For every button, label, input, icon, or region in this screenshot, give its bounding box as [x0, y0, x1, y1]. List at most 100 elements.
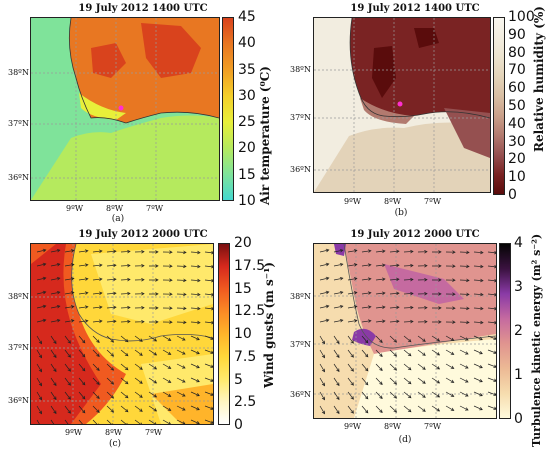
panel-b-colorbar [493, 17, 505, 195]
wind-arrow [389, 263, 400, 268]
panel-b-dry-zone [372, 46, 396, 98]
wind-arrow [347, 319, 358, 323]
wind-arrow [204, 363, 213, 368]
wind-arrow [431, 264, 442, 268]
wind-arrow [319, 276, 330, 281]
wind-arrow [319, 363, 325, 373]
panel-a-lon-9: 9ºW [66, 204, 84, 213]
panel-d-title: 19 July 2012 2000 UTC [350, 229, 480, 240]
panel-d-land [344, 244, 496, 354]
wind-arrow [431, 349, 441, 356]
wind-arrow [361, 377, 369, 386]
wind-arrow [459, 264, 470, 269]
wind-arrow [403, 377, 412, 385]
wind-arrow [431, 278, 442, 282]
wind-arrow [361, 319, 372, 323]
wind-arrow [92, 305, 103, 309]
wind-arrow [375, 249, 386, 253]
colorbar-tick: 5 [234, 371, 243, 388]
colorbar-tick: 4 [514, 235, 523, 251]
wind-arrow [375, 391, 383, 400]
wind-arrow [64, 377, 71, 386]
wind-arrow [120, 263, 131, 268]
panel-a-lat-37: 37ºN [8, 119, 29, 128]
wind-arrow [64, 263, 75, 267]
wind-arrow [148, 391, 158, 398]
wind-arrow [431, 250, 442, 254]
colorbar-tick: 10 [238, 193, 256, 209]
colorbar-tick: 25 [238, 114, 256, 131]
wind-arrow [78, 305, 89, 309]
colorbar-tick: 0 [514, 411, 523, 427]
wind-arrow [347, 391, 354, 400]
wind-arrow [459, 250, 470, 255]
panel-c-map [30, 243, 214, 425]
panel-c-sea-max [31, 244, 101, 424]
wind-arrow [190, 349, 200, 355]
wind-arrow [190, 250, 201, 255]
wind-arrow [333, 276, 344, 281]
wind-arrow [92, 391, 100, 400]
panel-a-colorbar [222, 17, 234, 201]
wind-arrow [162, 335, 172, 341]
wind-arrow [333, 318, 344, 323]
wind-arrow [431, 306, 442, 310]
wind-arrow [64, 305, 75, 309]
wind-arrow [190, 391, 200, 397]
wind-arrow [120, 405, 129, 413]
wind-arrow [190, 377, 200, 383]
wind-arrow [176, 363, 186, 369]
wind-arrow [361, 305, 372, 309]
wind-arrow [473, 335, 483, 341]
wind-arrow [487, 278, 496, 283]
wind-arrow [445, 292, 456, 296]
panel-a-coast [79, 93, 126, 120]
wind-arrow [431, 363, 441, 370]
wind-arrow [120, 305, 131, 310]
panel-b-title: 19 July 2012 1400 UTC [350, 3, 480, 14]
colorbar-tick: 40 [238, 35, 256, 52]
panel-b-dry-zone-2 [414, 28, 439, 48]
panel-a-field [31, 18, 219, 200]
wind-arrow [319, 349, 325, 359]
wind-arrow [333, 391, 340, 401]
wind-arrow [36, 349, 42, 359]
panel-d-map [313, 243, 497, 419]
wind-arrow [176, 377, 186, 383]
wind-arrow [162, 306, 173, 310]
colorbar-tick: 15 [234, 280, 252, 297]
wind-arrow [106, 349, 115, 357]
wind-arrow [36, 290, 47, 295]
colorbar-tick: 17.5 [234, 257, 266, 274]
wind-arrow [64, 335, 71, 344]
wind-arrow [347, 405, 354, 414]
wind-arrow [190, 320, 201, 325]
wind-arrow [333, 377, 340, 387]
wind-arrow [417, 320, 428, 324]
wind-arrow [473, 306, 484, 311]
wind-arrow [204, 349, 213, 354]
wind-arrow [78, 419, 85, 424]
wind-arrow [134, 377, 143, 384]
wind-arrow [389, 291, 400, 296]
wind-arrow [50, 304, 61, 309]
wind-arrow [204, 419, 213, 424]
wind-arrow [106, 249, 117, 254]
wind-arrow [347, 291, 358, 295]
colorbar-tick: 1 [514, 367, 523, 383]
colorbar-tick: 20 [234, 235, 252, 251]
panel-d-lat-37: 37ºN [290, 340, 311, 349]
wind-arrow [78, 291, 89, 295]
wind-arrow [361, 363, 369, 372]
wind-arrow [389, 363, 398, 371]
wind-arrow [78, 263, 89, 267]
wind-arrow [319, 262, 330, 267]
wind-arrow [389, 305, 400, 310]
panel-d-lon-7: 7ºW [424, 422, 442, 431]
panel-c-label: (c) [108, 439, 122, 449]
panel-a-hot-zone [141, 23, 201, 78]
wind-arrow [134, 278, 145, 282]
wind-arrow [190, 292, 201, 297]
wind-arrow [375, 349, 383, 358]
panel-a-sea-south [31, 115, 219, 200]
